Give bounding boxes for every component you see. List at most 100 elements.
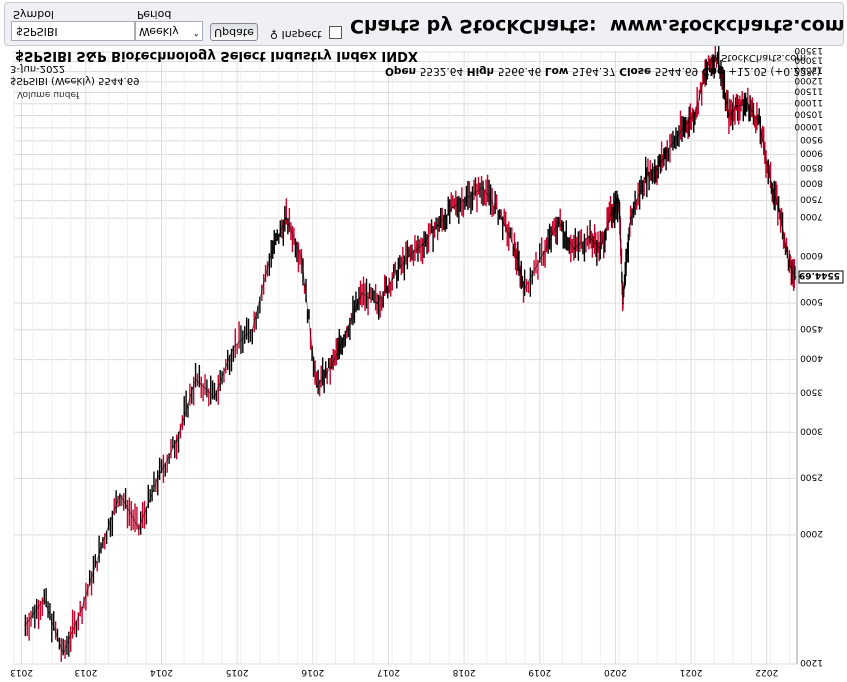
x-tick-label: 2013 <box>74 667 97 677</box>
last-value-label: 5544.69 <box>799 270 840 280</box>
y-tick-label: 10500 <box>794 109 823 119</box>
data-point <box>43 598 46 601</box>
inspect-icon: ♀ <box>270 28 279 41</box>
data-point <box>482 186 484 189</box>
y-tick-label: 7000 <box>800 211 823 221</box>
data-point <box>656 168 658 170</box>
data-point <box>138 527 140 530</box>
chg-value: +12.05 (+0.22%) <box>728 65 821 77</box>
data-point <box>769 180 772 182</box>
data-point <box>573 247 575 250</box>
data-point <box>694 112 696 114</box>
y-tick-label: 13000 <box>794 55 823 65</box>
y-tick-label: 8500 <box>800 162 823 172</box>
y-tick-label: 11500 <box>794 86 823 96</box>
y-tick-label: 12000 <box>794 75 823 85</box>
data-point <box>497 210 499 212</box>
data-point <box>24 624 27 626</box>
update-button[interactable]: Update <box>210 23 258 41</box>
data-point <box>728 114 730 117</box>
data-point <box>610 210 613 212</box>
data-point <box>285 217 288 219</box>
data-point <box>376 302 378 304</box>
data-point <box>588 236 590 238</box>
period-select[interactable]: Weekly ˄ <box>135 21 203 41</box>
y-tick-label: 12500 <box>794 64 823 74</box>
y-tick-label: 2000 <box>800 528 823 538</box>
x-tick-label: 2020 <box>604 667 627 677</box>
legend-text: $SPSIBI (Weekly) 5544.69 <box>10 75 140 86</box>
chart-area[interactable]: 1200 2000 2500 3000 3500 4000 4500 5000 6000 7000… <box>0 41 847 682</box>
data-point <box>194 378 197 381</box>
data-point <box>599 247 602 250</box>
data-point <box>467 196 469 199</box>
data-point <box>62 652 64 655</box>
period-value: Weekly <box>139 25 179 38</box>
data-point <box>346 328 348 331</box>
x-tick-label: 2014 <box>150 667 173 677</box>
data-point <box>557 220 560 223</box>
low-value: 5164.37 <box>572 65 616 77</box>
data-point <box>330 365 333 367</box>
x-tick-label: 2017 <box>377 667 400 677</box>
symbol-label: Symbol <box>13 8 54 21</box>
data-point <box>391 278 394 280</box>
y-tick-label: 4000 <box>800 353 823 363</box>
x-tick-label: 2016 <box>301 667 324 677</box>
y-tick-label: 8000 <box>800 177 823 187</box>
period-label: Period <box>137 8 172 21</box>
inspect-checkbox[interactable] <box>329 26 342 39</box>
y-tick-label: 9500 <box>800 134 823 144</box>
data-point <box>175 440 178 442</box>
y-tick-label: 7500 <box>800 194 823 204</box>
data-point <box>716 53 719 55</box>
toolbar: $SPSIBI Symbol Weekly ˄ Period Update ♀ … <box>4 2 845 46</box>
brand-banner: Charts by StockCharts: www.stockcharts.c… <box>350 15 845 37</box>
price-chart[interactable]: 1200 2000 2500 3000 3500 4000 4500 5000 6000 7000… <box>0 41 847 682</box>
data-point <box>213 396 216 398</box>
data-point <box>758 122 760 124</box>
x-tick-label: 2013 <box>10 667 33 677</box>
high-value: 5566.46 <box>497 65 542 77</box>
data-point <box>300 256 303 258</box>
data-point <box>542 252 545 254</box>
data-point <box>629 217 632 219</box>
data-point <box>156 477 159 480</box>
data-point <box>735 105 738 107</box>
data-point <box>451 206 454 209</box>
data-point <box>788 264 791 267</box>
data-point <box>81 606 83 609</box>
x-tick-label: 2022 <box>755 667 778 677</box>
y-tick-label: 3000 <box>800 425 823 435</box>
data-point <box>119 493 121 495</box>
data-point <box>361 292 363 295</box>
copyright: © StockCharts.com <box>708 52 807 63</box>
x-tick-label: 2019 <box>528 667 551 677</box>
data-point <box>270 252 273 254</box>
data-point <box>705 70 708 73</box>
close-value: 5544.69 <box>654 65 699 77</box>
y-tick-label: 2500 <box>800 471 823 481</box>
data-point <box>682 127 685 129</box>
y-tick-label: 11000 <box>794 97 823 107</box>
chevron-up-icon: ˄ <box>193 25 200 38</box>
y-tick-label: 3500 <box>800 386 823 396</box>
data-point <box>618 199 621 202</box>
last-value-box <box>798 270 844 284</box>
y-tick-label: 6000 <box>800 250 823 260</box>
volume-note: Volume undef <box>17 89 80 99</box>
symbol-input[interactable]: $SPSIBI <box>11 21 135 41</box>
y-tick-label: 9000 <box>800 148 823 158</box>
data-point <box>251 328 254 331</box>
y-tick-label: 10000 <box>794 121 823 131</box>
x-tick-label: 2021 <box>680 667 703 677</box>
data-point <box>747 102 749 105</box>
chart-title: $SPSIBI S&P Biotechnology Select Industr… <box>15 48 418 63</box>
inspect-toggle[interactable]: ♀ Inspect <box>270 28 322 41</box>
data-point <box>794 276 797 278</box>
data-point <box>406 256 409 258</box>
y-tick-label: 1200 <box>800 657 823 667</box>
y-tick-label: 4500 <box>800 323 823 333</box>
